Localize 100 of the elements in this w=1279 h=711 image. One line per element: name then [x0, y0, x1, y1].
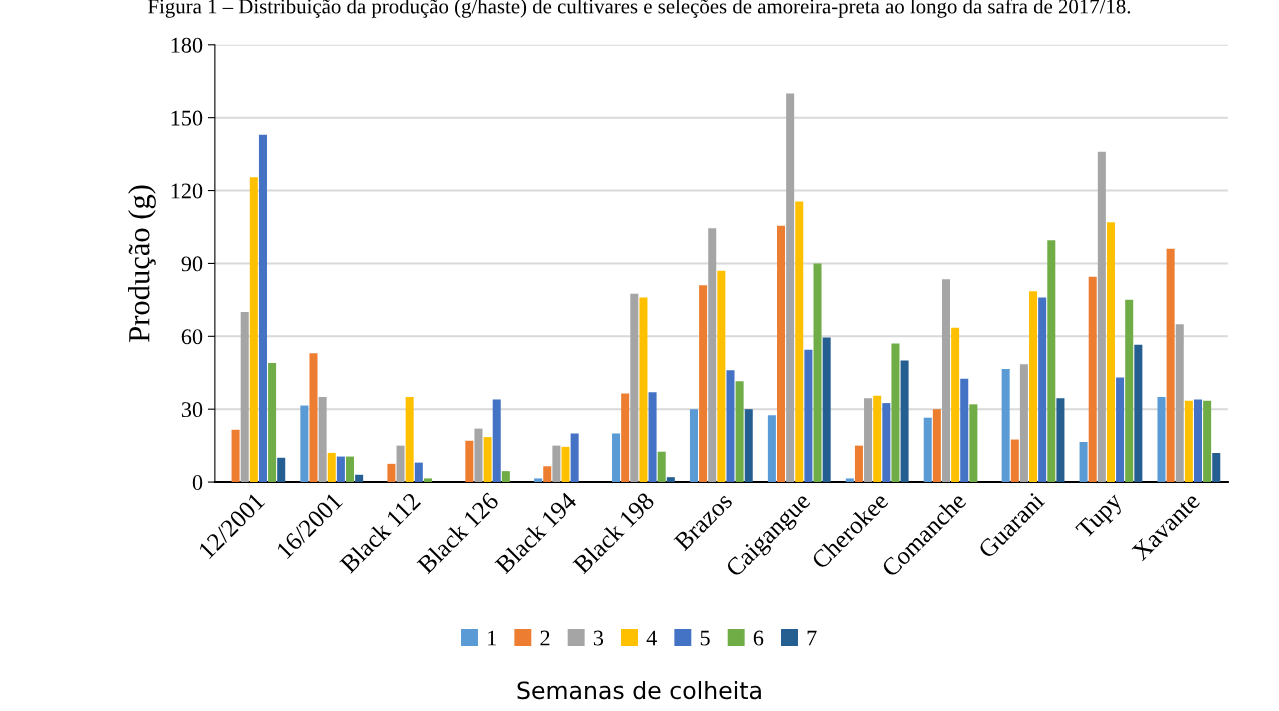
bar [621, 393, 630, 483]
legend-label: 6 [753, 630, 764, 646]
bar [534, 478, 543, 483]
legend-label: 7 [807, 630, 817, 646]
bar [744, 409, 753, 483]
bar [231, 429, 240, 483]
bar [355, 474, 364, 483]
bar [1166, 248, 1175, 483]
bar [1010, 439, 1019, 483]
bar [708, 228, 717, 483]
bar [969, 404, 978, 483]
bar [501, 471, 510, 483]
bar [786, 93, 795, 483]
bar [1106, 222, 1115, 483]
x-tick-label: Tupy [1075, 491, 1127, 543]
bar [249, 177, 258, 483]
bar [387, 463, 396, 483]
bar [864, 398, 873, 483]
bar [1097, 151, 1106, 483]
bar [483, 437, 492, 483]
legend-label: 1 [488, 630, 496, 646]
bar [1184, 400, 1193, 483]
bar [474, 428, 483, 483]
bar [717, 270, 726, 483]
bar [423, 478, 432, 483]
bar [795, 201, 804, 483]
bar [240, 312, 249, 483]
bar [767, 415, 776, 483]
bar [327, 452, 336, 483]
bar [268, 363, 277, 483]
bar [1157, 397, 1166, 483]
bar [873, 395, 882, 483]
bar [465, 440, 474, 483]
bar [543, 466, 552, 483]
bar [1203, 400, 1212, 483]
bar [648, 392, 657, 483]
y-tick-label: 90 [181, 256, 203, 272]
bar [813, 263, 822, 483]
bar [854, 445, 863, 483]
legend-label: 2 [540, 630, 550, 646]
bar [1038, 297, 1047, 483]
bar [639, 297, 648, 483]
bar [1193, 399, 1203, 483]
bar [492, 399, 501, 483]
bar [666, 477, 675, 483]
bar [1056, 398, 1065, 483]
bar [277, 457, 286, 483]
bar [735, 381, 744, 483]
bar [822, 337, 831, 483]
bar [845, 478, 854, 483]
bar [932, 409, 941, 483]
bar [612, 433, 621, 483]
bar [561, 446, 570, 483]
bar [1088, 276, 1097, 483]
bar [396, 445, 405, 483]
x-axis-title: Semanas de colheita [517, 680, 761, 700]
bar [1175, 324, 1184, 483]
bar [726, 370, 735, 483]
bar [689, 409, 698, 483]
bar [777, 225, 786, 483]
bar [923, 417, 932, 483]
legend-label: 3 [593, 630, 604, 646]
y-tick-label: 150 [171, 110, 203, 126]
bar [309, 353, 318, 483]
bar [1047, 240, 1056, 483]
y-axis-title: Produção (g) [128, 185, 156, 342]
bar [414, 462, 423, 483]
bar [318, 397, 327, 483]
bar [345, 456, 355, 483]
bar [804, 349, 813, 483]
y-tick-label: 180 [171, 37, 203, 53]
y-tick-label: 0 [192, 474, 203, 490]
bar [336, 456, 345, 483]
bar [300, 405, 309, 483]
bar [1029, 291, 1038, 483]
bar [941, 279, 951, 483]
bar [657, 451, 666, 483]
y-tick-label: 30 [181, 402, 203, 418]
bar [630, 293, 639, 483]
bar [570, 433, 579, 483]
bar [1001, 369, 1010, 483]
bar [960, 378, 969, 483]
bar [1134, 344, 1143, 483]
bar [1212, 452, 1221, 483]
bar [552, 445, 561, 483]
y-tick-label: 60 [181, 329, 203, 345]
bar [1125, 299, 1134, 483]
bar [1116, 377, 1125, 483]
bar [699, 285, 708, 483]
bar [900, 360, 909, 483]
bar [951, 327, 960, 483]
bar [258, 134, 267, 483]
legend-label: 5 [700, 630, 710, 646]
bar [1079, 441, 1088, 483]
bar [1019, 364, 1028, 483]
bar [891, 343, 900, 483]
y-tick-label: 120 [171, 183, 203, 199]
bar [405, 397, 414, 483]
legend-label: 4 [646, 630, 657, 646]
bar [882, 403, 891, 483]
